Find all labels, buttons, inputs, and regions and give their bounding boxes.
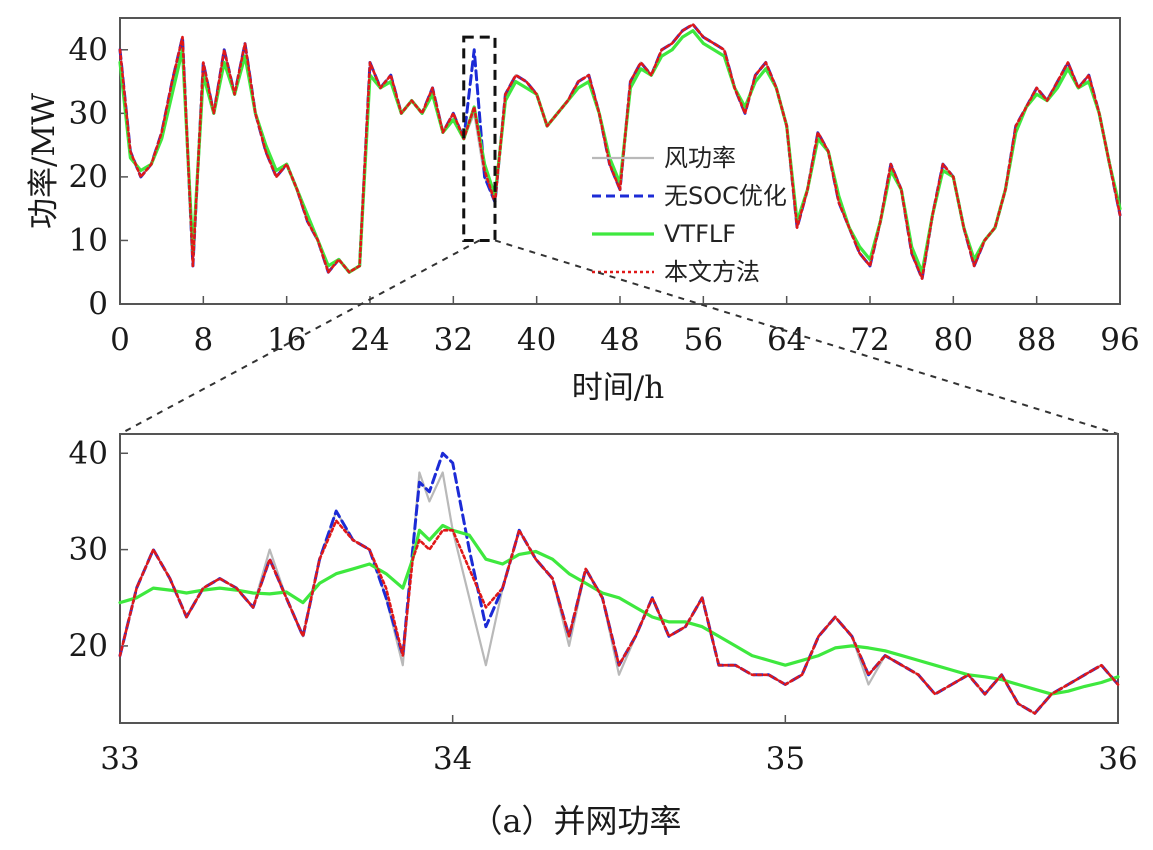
overview-x-tick-label: 8 [193, 322, 213, 358]
zoom-box [462, 35, 497, 242]
figure-caption: （a）并网功率 [470, 802, 681, 840]
zoom-x-tick-label: 36 [1098, 741, 1137, 777]
overview-x-tick-label: 96 [1100, 322, 1139, 358]
overview-x-tick-label: 24 [350, 322, 389, 358]
zoom-x-tick-label: 35 [766, 741, 805, 777]
zoom-x-tick-label: 33 [100, 741, 139, 777]
zoom-series-group [118, 451, 1120, 715]
overview-x-tick-label: 0 [110, 322, 130, 358]
overview-x-tick-label: 80 [934, 322, 973, 358]
overview-y-tick-label: 0 [88, 286, 108, 322]
zoom-y-ticks: 20 30 40 [69, 435, 128, 664]
zoom-y-tick-label: 30 [69, 532, 108, 568]
overview-y-tick-label: 20 [69, 159, 108, 195]
zoom-x-tick-label: 34 [433, 741, 472, 777]
overview-series-vtflf [118, 29, 1122, 274]
overview-y-tick-label: 40 [69, 32, 108, 68]
legend-label-vtflf: VTFLF [664, 220, 736, 248]
overview-x-tick-label: 56 [684, 322, 723, 358]
overview-series-group [118, 22, 1122, 281]
overview-x-tick-label: 88 [1017, 322, 1056, 358]
zoom-x-ticks: 33 34 35 36 [100, 715, 1138, 777]
zoom-y-tick-label: 20 [69, 628, 108, 664]
overview-series-proposed [118, 23, 1122, 280]
overview-x-tick-label: 40 [517, 322, 556, 358]
zoom-series-vtflf [118, 523, 1120, 696]
overview-x-ticks: 0 8 16 24 32 40 48 56 64 72 80 88 96 [110, 296, 1140, 358]
overview-y-axis-label: 功率/MW [26, 93, 62, 229]
overview-y-tick-label: 10 [69, 222, 108, 258]
legend-label-no-soc: 无SOC优化 [664, 182, 787, 210]
zoom-panel: 20 30 40 33 34 35 36 [69, 433, 1138, 777]
zoom-connector-left [119, 239, 480, 435]
zoom-series-proposed [118, 519, 1120, 715]
overview-x-tick-label: 72 [850, 322, 889, 358]
overview-x-tick-label: 48 [600, 322, 639, 358]
legend-label-wind: 风功率 [664, 144, 736, 172]
zoom-y-tick-label: 40 [69, 435, 108, 471]
overview-y-tick-label: 30 [69, 95, 108, 131]
zoom-connector-right [494, 239, 1119, 435]
overview-x-tick-label: 32 [434, 322, 473, 358]
legend-label-proposed: 本文方法 [664, 258, 760, 286]
overview-x-axis-label: 时间/h [572, 370, 664, 406]
zoom-plot-frame [119, 433, 1119, 724]
overview-x-tick-label: 16 [267, 322, 306, 358]
